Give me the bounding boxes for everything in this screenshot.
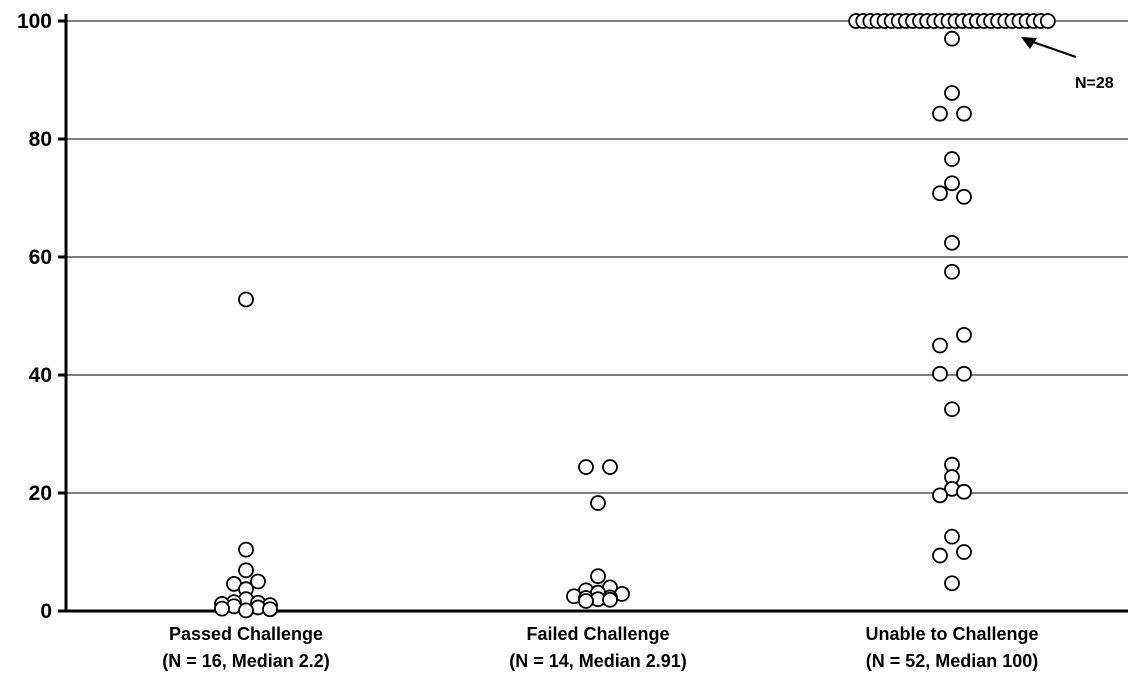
y-tick-label-0: 0 (40, 600, 52, 623)
data-point-3-23 (932, 547, 948, 564)
data-point-3-11 (956, 326, 972, 343)
axes (58, 14, 1128, 613)
y-tick-label-80: 80 (29, 128, 52, 151)
data-point-3-10 (944, 263, 960, 280)
category-sublabel-1: (N = 16, Median 2.2) (162, 651, 330, 671)
category-label-3: Unable to Challenge (865, 624, 1038, 644)
annotation-arrow-line (1029, 40, 1077, 58)
data-point-1-15 (262, 601, 278, 618)
data-point-3-8 (956, 188, 972, 205)
y-tick-label-20: 20 (29, 482, 52, 505)
data-points (214, 13, 1056, 619)
data-point-3-7 (932, 185, 948, 202)
data-point-3-12 (932, 337, 948, 354)
data-point-3-20 (932, 487, 948, 504)
data-point-3-6 (944, 175, 960, 192)
y-tick-label-40: 40 (29, 364, 52, 387)
annotation-label: N=28 (1075, 75, 1114, 92)
data-point-2-14 (578, 593, 594, 609)
data-point-3-1 (944, 30, 960, 47)
data-point-2-2 (602, 459, 618, 475)
data-point-1-2 (238, 541, 254, 558)
data-point-2-4 (590, 568, 606, 585)
stacked-point-28 (1039, 13, 1056, 29)
category-sublabel-2: (N = 14, Median 2.91) (509, 651, 687, 671)
data-point-1-16 (238, 602, 254, 619)
data-point-3-21 (944, 528, 960, 545)
data-point-3-15 (944, 401, 960, 418)
gridlines (66, 20, 1128, 494)
data-point-3-14 (956, 365, 972, 382)
data-point-3-2 (944, 85, 960, 101)
annotation: N=28 (1021, 37, 1114, 92)
data-point-1-3 (238, 562, 254, 579)
data-point-2-13 (602, 591, 618, 608)
data-point-3-19 (956, 483, 972, 500)
category-label-1: Passed Challenge (169, 624, 323, 644)
annotation-arrowhead (1021, 37, 1037, 49)
data-point-2-3 (590, 495, 606, 511)
data-point-1-4 (250, 573, 266, 590)
data-point-3-9 (944, 234, 960, 251)
y-tick-labels: 0 20 40 60 80 100 (17, 10, 52, 623)
data-point-2-1 (578, 459, 594, 475)
data-point-1-1 (238, 291, 254, 308)
y-tick-label-100: 100 (17, 10, 52, 33)
category-labels: Passed Challenge (N = 16, Median 2.2) Fail… (162, 624, 1038, 671)
data-point-3-4 (956, 105, 972, 122)
data-point-3-22 (956, 544, 972, 560)
data-point-1-14 (214, 600, 230, 617)
data-point-3-13 (932, 365, 948, 382)
data-point-3-3 (932, 105, 948, 122)
y-tick-label-60: 60 (29, 246, 52, 269)
category-sublabel-3: (N = 52, Median 100) (866, 651, 1039, 671)
category-label-2: Failed Challenge (526, 624, 669, 644)
data-point-3-5 (944, 151, 960, 167)
data-point-3-24 (944, 575, 960, 592)
